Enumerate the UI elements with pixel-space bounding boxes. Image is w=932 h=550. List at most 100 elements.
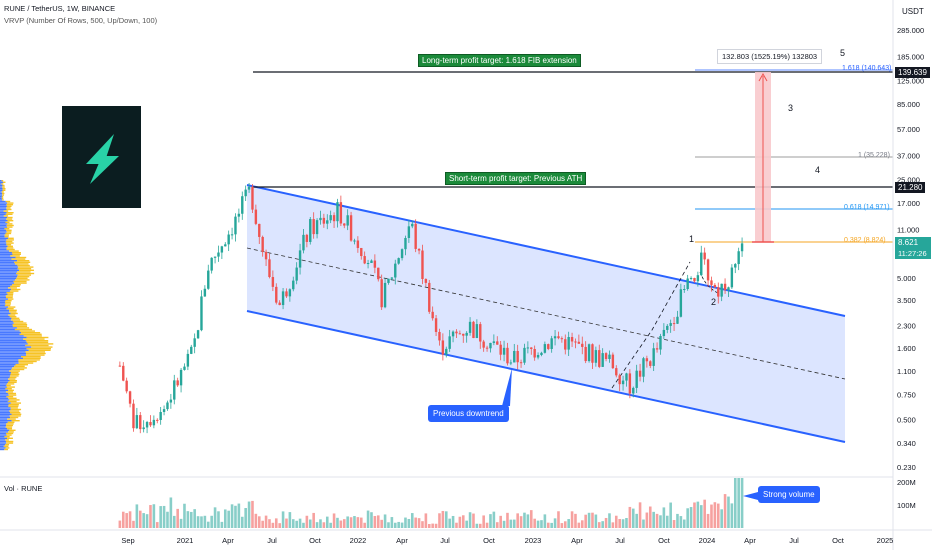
vrvp-down-row <box>23 338 45 340</box>
volume-bar <box>142 513 145 528</box>
volume-bar <box>353 516 356 528</box>
candle-body <box>723 283 727 291</box>
candle-body <box>479 324 482 342</box>
candle-body <box>288 289 292 297</box>
vrvp-down-row <box>14 282 27 284</box>
volume-bar <box>189 511 193 528</box>
volume-bar <box>125 513 128 528</box>
vrvp-up-row <box>0 304 5 307</box>
volume-bar <box>400 522 404 528</box>
vrvp-down-row <box>18 360 37 363</box>
candle-body <box>543 344 547 353</box>
volume-bar <box>183 503 186 528</box>
price-tick-label: 0.500 <box>897 415 916 424</box>
vrvp-up-row <box>0 248 7 251</box>
volume-bar <box>506 512 509 528</box>
vrvp-down-row <box>7 202 14 204</box>
candle-body <box>414 223 417 249</box>
vrvp-down-row <box>18 362 34 364</box>
previous-downtrend-callout[interactable]: Previous downtrend <box>428 405 509 422</box>
candle-body <box>193 338 196 347</box>
vrvp-up-row <box>0 442 7 444</box>
strong-volume-callout[interactable]: Strong volume <box>758 486 820 503</box>
downtrend-channel-fill <box>247 185 845 442</box>
candle-body <box>183 366 186 370</box>
vrvp-down-row <box>10 285 20 287</box>
volume-axis: 200M 100M <box>897 478 916 510</box>
vrvp-down-row <box>26 336 49 339</box>
volume-bar <box>444 511 448 528</box>
vrvp-down-row <box>12 367 27 369</box>
fib-0382-label: 0.382 (8.824) <box>844 237 886 244</box>
volume-bar <box>655 513 659 528</box>
vrvp-down-row <box>2 188 6 190</box>
candle-body <box>217 252 220 257</box>
candle-body <box>312 219 315 235</box>
volume-label[interactable]: Vol · RUNE <box>4 484 43 493</box>
time-tick-label: Oct <box>483 536 496 545</box>
candle-body <box>377 267 380 280</box>
vrvp-up-row <box>0 370 10 372</box>
candle-body <box>720 283 723 297</box>
volume-bar <box>574 513 577 528</box>
vrvp-down-row <box>8 389 14 391</box>
short-term-target-label[interactable]: Short-term profit target: Previous ATH <box>445 172 587 185</box>
callout-pointer <box>502 368 512 406</box>
vrvp-down-row <box>9 309 17 311</box>
vrvp-up-row <box>0 260 18 262</box>
candle-body <box>360 247 363 257</box>
volume-bar <box>635 513 638 528</box>
long-target-price-badge[interactable]: 139.639 <box>895 67 930 78</box>
vrvp-up-row <box>0 429 10 431</box>
channel-upper-line[interactable] <box>246 184 846 317</box>
vrvp-up-row <box>0 272 17 275</box>
vrvp-down-row <box>5 240 13 243</box>
vrvp-down-row <box>5 221 10 223</box>
vrvp-down-row <box>4 228 10 230</box>
candle-body <box>332 215 336 222</box>
vrvp-up-row <box>0 327 17 329</box>
volume-bar <box>686 508 689 528</box>
vrvp-down-row <box>28 349 51 351</box>
vrvp-up-row <box>0 282 15 284</box>
measure-arrowhead <box>758 72 768 82</box>
volume-bar <box>359 517 363 528</box>
candle-body <box>652 348 655 366</box>
indicator-label[interactable]: VRVP (Number Of Rows, 500, Up/Down, 100) <box>4 16 158 25</box>
volume-bar <box>138 510 142 528</box>
price-tick-label: 0.230 <box>897 463 916 472</box>
vrvp-down-row <box>9 311 17 313</box>
time-tick-label: Apr <box>744 536 756 545</box>
channel-lower-line[interactable] <box>246 310 846 443</box>
fib-1-label: 1 (35.228) <box>858 152 890 159</box>
vrvp-up-row <box>0 394 9 396</box>
vrvp-up-row <box>0 287 9 289</box>
vrvp-down-row <box>7 381 17 383</box>
vrvp-down-row <box>7 293 14 295</box>
candle-body <box>220 246 224 253</box>
measure-label[interactable]: 132.803 (1525.19%) 132803 <box>717 49 823 64</box>
vrvp-up-row <box>0 245 8 247</box>
volume-bar <box>512 519 516 528</box>
vrvp-down-row <box>15 256 27 259</box>
time-axis[interactable]: Sep 2021 Apr Jul Oct 2022 Apr Jul Oct 2023 Apr Jul O… <box>121 536 893 545</box>
candle-body <box>458 333 462 335</box>
vrvp-up-row <box>0 199 3 201</box>
candle-body <box>336 202 339 222</box>
volume-bar <box>342 519 346 528</box>
volume-bar <box>682 519 686 528</box>
vrvp-up-row <box>0 292 7 294</box>
current-price-badge[interactable]: 8.621 <box>895 237 931 248</box>
currency-label[interactable]: USDT <box>902 7 924 16</box>
vrvp-up-row <box>0 338 24 340</box>
candle-body <box>717 287 720 297</box>
candle-body <box>278 302 281 306</box>
vrvp-up-row <box>0 240 6 243</box>
long-term-target-label[interactable]: Long-term profit target: 1.618 FIB exten… <box>418 54 581 67</box>
vrvp-up-row <box>0 274 18 276</box>
vrvp-up-row <box>0 280 14 283</box>
candle-body <box>135 415 139 429</box>
short-target-price-badge[interactable]: 21.280 <box>895 182 926 193</box>
vrvp-down-row <box>9 410 20 412</box>
